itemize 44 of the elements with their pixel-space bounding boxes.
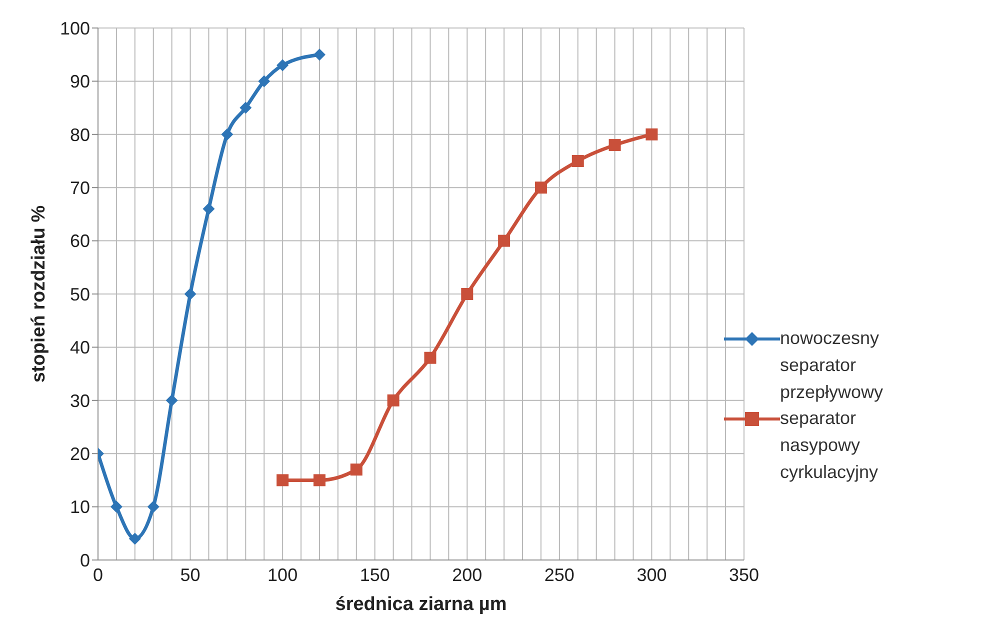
y-tick-label: 70 <box>70 178 90 198</box>
y-tick-label: 60 <box>70 231 90 252</box>
y-axis-title: stopień rozdziału % <box>28 205 50 383</box>
point <box>221 128 234 140</box>
x-tick-label: 50 <box>180 564 200 585</box>
y-tick-label: 0 <box>80 550 90 570</box>
point <box>166 394 178 406</box>
x-tick-label: 0 <box>92 564 104 585</box>
point <box>202 202 215 215</box>
y-tick-label: 10 <box>70 497 90 518</box>
point <box>184 288 196 300</box>
point <box>128 532 141 545</box>
point <box>387 394 400 406</box>
point <box>313 48 326 61</box>
point <box>646 128 658 140</box>
point <box>534 182 547 194</box>
x-tick-label: 250 <box>544 564 574 585</box>
point <box>572 155 584 167</box>
point <box>276 474 289 486</box>
x-tick-label: 100 <box>268 564 298 585</box>
y-tick-label: 30 <box>70 390 90 411</box>
y-tick-label: 80 <box>70 124 90 145</box>
point <box>276 59 289 72</box>
point <box>350 464 362 476</box>
x-tick-label: 150 <box>360 564 390 585</box>
point <box>498 234 510 247</box>
y-tick-label: 40 <box>70 338 90 358</box>
point <box>240 102 252 114</box>
y-tick-label: 50 <box>70 284 90 304</box>
y-tick-label: 100 <box>60 18 90 38</box>
point <box>608 139 621 152</box>
x-tick-label: 300 <box>636 564 667 585</box>
point <box>110 500 122 513</box>
legend-label: separator nasypowy cyrkulacyjny <box>780 407 880 484</box>
x-axis-title: średnica ziarna µm <box>335 594 507 615</box>
point <box>258 75 270 88</box>
point <box>313 474 326 486</box>
y-tick-label: 20 <box>70 444 90 464</box>
y-tick-label: 90 <box>70 72 90 92</box>
x-tick-label: 200 <box>452 564 482 585</box>
point <box>147 500 160 513</box>
point <box>461 288 474 300</box>
point <box>424 352 436 364</box>
x-tick-label: 350 <box>728 564 760 585</box>
